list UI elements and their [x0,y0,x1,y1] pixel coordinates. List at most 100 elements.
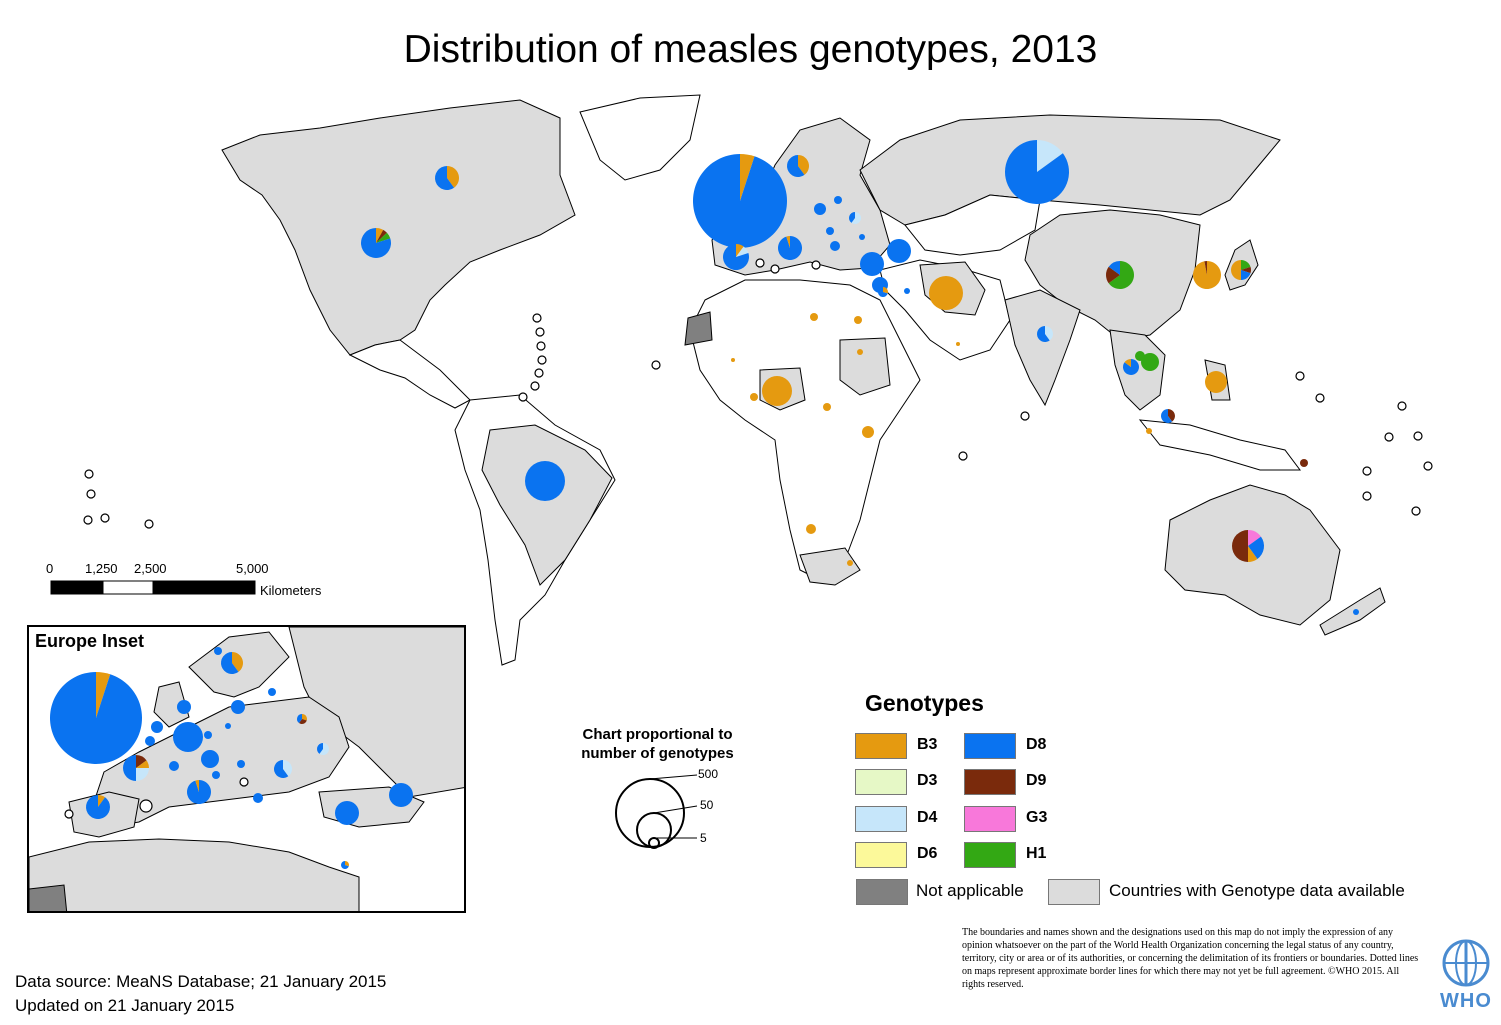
pie-png-slice-d9 [1300,459,1308,467]
inset-pie-spain-slice-d8 [86,795,111,819]
scale-bar [50,580,256,595]
dot-d8-0-slice-d8 [904,288,910,294]
island-empty-0 [532,313,542,323]
pie-sweden-slice-b3 [798,155,810,175]
inset-pie-france-slice-d8 [123,755,136,781]
pie-georgia-slice-d8 [887,239,911,263]
inset-pie-georgia [389,783,413,807]
scale-unit: Kilometers [260,583,322,598]
island-empty-15-empty [1423,461,1433,471]
island-empty-7 [651,360,661,370]
inset-pie-sweden-slice-d8 [221,652,239,674]
pie-baltic-slice-d4 [851,212,862,225]
pie-georgia [887,239,911,263]
inset-pie-czech [204,731,212,739]
pie-sweden-slice-d8 [787,155,805,178]
dot-b3-3 [731,358,735,362]
pie-vietnam-slice-h1 [1141,353,1159,371]
inset-pie-turkey-slice-d8 [335,801,359,825]
pie-china-slice-h1 [1108,261,1134,289]
pie-russia-slice-d4 [1037,140,1063,172]
india-land [1004,289,1081,407]
central-asia-land [904,194,1041,256]
inset-north-africa [29,838,360,911]
proportional-legend-title: Chart proportional to number of genotype… [581,726,734,762]
island-empty-5 [530,381,540,391]
updated-line: Updated on 21 January 2015 [15,996,235,1015]
pie-thailand-slice-b3 [1124,359,1131,367]
pie-europe-large-slice-b3 [740,154,755,201]
inset-pie-denmark [177,700,191,714]
dot-b3-6-slice-b3 [806,524,816,534]
dot-b3-8-slice-b3 [862,426,874,438]
pie-canada-slice-b3 [447,166,459,188]
dot-b3-0-slice-b3 [810,313,818,321]
dot-b3-9 [956,342,960,346]
island-empty-16-empty [1362,491,1372,501]
inset-pie-austria [201,750,219,768]
pie-japan-slice-b3 [1231,260,1241,280]
inset-pie-poland [231,700,245,714]
pie-italy-slice-b3 [786,236,790,248]
island-empty-2-empty [536,341,546,351]
pie-iraq-slice-b3 [929,276,963,310]
pie-vietnam [1141,353,1159,371]
swatch-b3 [855,733,907,759]
pie-iberia-slice-d4 [736,246,749,257]
pie-europe-large [693,154,788,249]
dot-d8-2 [826,227,834,235]
island-empty-17-empty [1411,506,1421,516]
dot-b3-3-slice-b3 [731,358,735,362]
central-america-land [348,339,471,409]
pie-korea-slice-d9 [1204,261,1207,275]
island-empty-8 [1020,411,1030,421]
disclaimer-text: The boundaries and names shown and the d… [962,927,1419,990]
legend-label-d3: D3 [917,772,938,789]
island-empty-22 [100,513,110,523]
island-empty-12 [1384,432,1394,442]
island-empty-25 [811,260,821,270]
inset-pie-belgium [145,736,155,746]
dot-b3-6 [806,524,816,534]
pie-iraq [929,276,963,310]
inset-pie-uk-slice-d8 [50,672,142,764]
pie-brazil-slice-d8 [525,461,565,501]
inset-pie-poland-slice-d8 [231,700,245,714]
inset-pie-ukraine-slice-d4 [319,743,330,755]
inset-pie-switzerland [169,761,179,771]
island-empty-13-empty [1413,431,1423,441]
scale-tick-5000: 5,000 [236,561,269,576]
swatch-d8 [964,733,1016,759]
pie-korea-slice-b3 [1193,261,1222,289]
pie-japan [1231,260,1252,280]
island-empty-22-empty [100,513,110,523]
dot-b3-4-slice-b3 [750,393,758,401]
island-empty-20-empty [86,489,96,499]
island-empty-9-empty [1295,371,1305,381]
pie-australia-slice-d8 [1248,536,1264,559]
dot-d8-4 [859,234,865,240]
inset-pie-denmark-slice-d8 [177,700,191,714]
inset-pie-hungary-slice-d8 [237,760,245,768]
dot-b3-1-slice-b3 [854,316,862,324]
prop-label-50: 50 [700,798,714,812]
island-empty-3-empty [537,355,547,365]
pie-nigeria [762,376,792,406]
inset-western-sahara [29,884,68,911]
inset-pie-czech-slice-d8 [204,731,212,739]
island-empty-19-empty [84,469,94,479]
island-empty-23 [144,519,154,529]
inset-pie-lithuania-slice-d9 [299,719,307,724]
inset-pie-israel [341,861,350,869]
inset-pie-turkey [335,801,359,825]
dot-b3-0 [810,313,818,321]
island-empty-23-empty [144,519,154,529]
swatch-d6 [855,842,907,868]
dot-b3-8 [862,426,874,438]
new-zealand-land [1319,587,1386,636]
island-empty-26-empty [770,264,780,274]
inset-pie-sweden-slice-b3 [232,652,244,672]
island-empty-2 [536,341,546,351]
inset-pie-portugal-empty [64,809,74,819]
island-empty-24-empty [755,258,765,268]
